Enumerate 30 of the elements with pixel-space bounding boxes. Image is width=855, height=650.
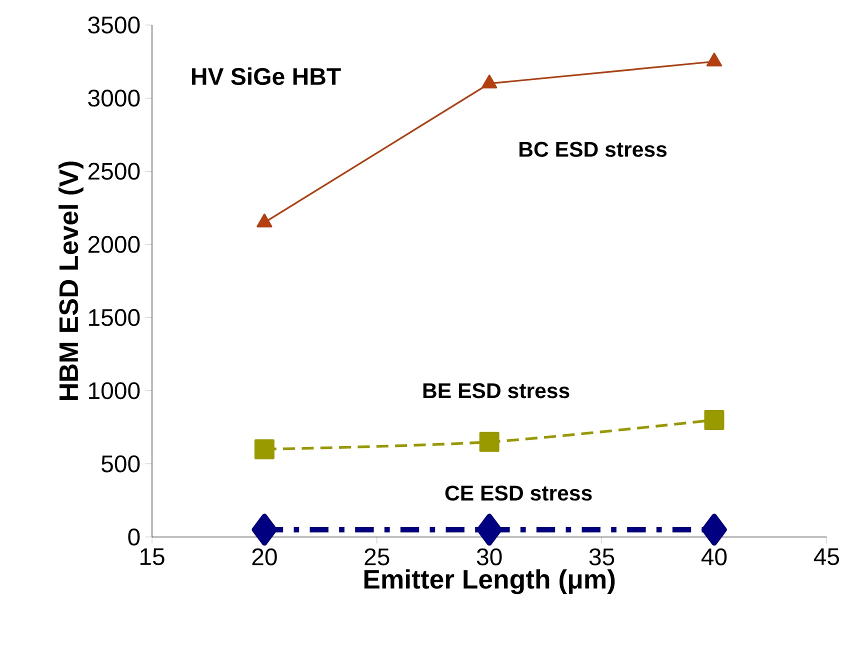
x-axis-title: Emitter Length (μm)	[364, 569, 615, 594]
y-tick-label: 2000	[88, 236, 140, 253]
y-tick-label: 1000	[89, 382, 140, 400]
point	[252, 514, 278, 546]
y-tick-label: 2500	[88, 162, 140, 180]
x-tick-label: 20	[252, 548, 277, 566]
y-tick-label: 1500	[89, 309, 140, 326]
x-tick-label: 30	[476, 548, 502, 566]
x-tick-label: 35	[589, 548, 614, 566]
x-tick-label: 40	[701, 548, 727, 566]
point	[702, 514, 727, 546]
series-label: BE ESD stress	[423, 383, 570, 398]
x-tick-label: 15	[140, 548, 164, 566]
point	[704, 410, 724, 430]
point	[256, 214, 272, 228]
x-tick-label: 45	[814, 548, 840, 566]
x-tick-label: 25	[364, 548, 390, 566]
y-axis-title: HBM ESD Level (V)	[58, 162, 84, 400]
text: BC ESD stress	[520, 142, 667, 157]
point	[476, 514, 502, 546]
point	[706, 52, 722, 66]
y-tick-label: 3500	[88, 16, 140, 34]
annotation: HV SiGe HBT	[192, 67, 341, 86]
series-label: CE ESD stress	[445, 486, 592, 501]
y-tick-label: 3000	[88, 90, 140, 107]
y-tick-label: 0	[128, 528, 140, 546]
point	[479, 432, 500, 452]
y-tick-label: 500	[102, 455, 140, 472]
point	[482, 74, 498, 88]
point	[254, 439, 274, 460]
